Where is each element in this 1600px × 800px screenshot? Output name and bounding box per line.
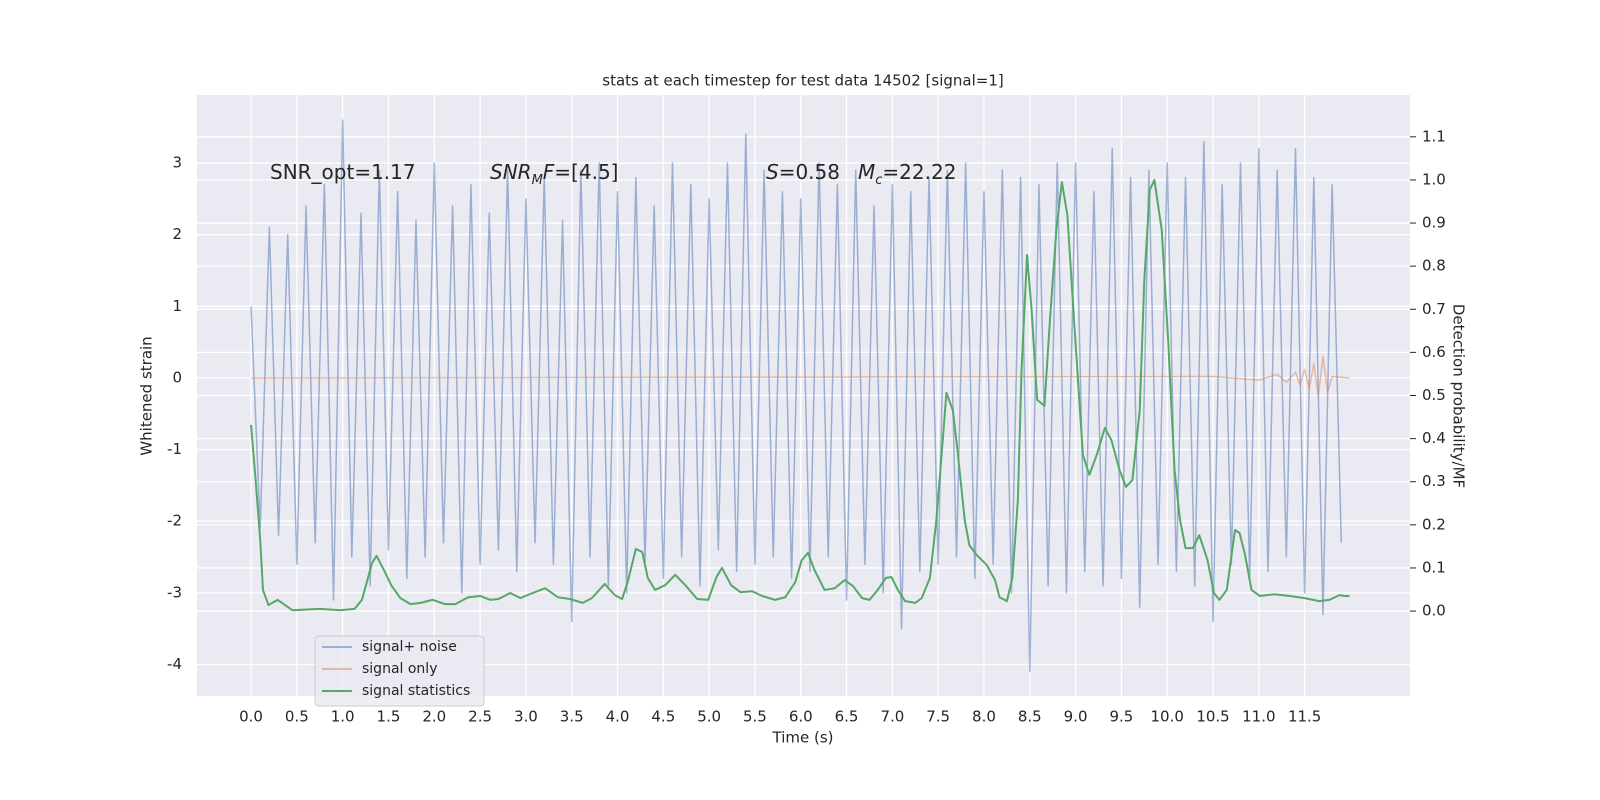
y-tick-label: 3 xyxy=(172,154,182,172)
y2-tick-label: 0.9 xyxy=(1422,214,1446,232)
x-tick-label: 9.0 xyxy=(1064,708,1088,726)
x-tick-label: 2.5 xyxy=(468,708,492,726)
x-tick-label: 8.5 xyxy=(1018,708,1042,726)
x-tick-label: 3.5 xyxy=(560,708,584,726)
series-line xyxy=(250,178,1350,612)
x-tick-label: 6.5 xyxy=(835,708,859,726)
x-tick-label: 7.5 xyxy=(926,708,950,726)
x-tick-label: 9.5 xyxy=(1109,708,1133,726)
x-tick-label: 11.5 xyxy=(1288,708,1321,726)
y2-tick-label: 0.2 xyxy=(1422,515,1446,533)
y-tick-label: 2 xyxy=(172,225,182,243)
x-tick-label: 5.5 xyxy=(743,708,767,726)
marks xyxy=(250,119,1350,673)
x-tick-label: 10.5 xyxy=(1196,708,1229,726)
y2-tick-label: 0.6 xyxy=(1422,343,1446,361)
x-tick-label: 7.0 xyxy=(880,708,904,726)
x-tick-label: 0.5 xyxy=(285,708,309,726)
y2-tick-label: 0.1 xyxy=(1422,558,1446,576)
x-axis-label: Time (s) xyxy=(772,729,834,747)
y-tick-label: 0 xyxy=(172,368,182,386)
x-tick-label: 8.0 xyxy=(972,708,996,726)
x-tick-label: 1.5 xyxy=(377,708,401,726)
series-line xyxy=(250,119,1343,673)
x-tick-label: 4.0 xyxy=(606,708,630,726)
annotation-part: =22.22 xyxy=(882,160,956,184)
legend-label: signal+ noise xyxy=(362,639,457,655)
annotation-part: M xyxy=(858,160,875,184)
labels: 0.0 0.5 1.0 1.5 2.0 2.5 3.0 3.5 4.0 4.5 5.0 5.5 6.0 6… xyxy=(167,127,1446,725)
annotation-part: SNR_opt=1.17 xyxy=(270,160,416,184)
annotation-part: =[4.5] xyxy=(554,160,618,184)
legend: signal+ noise signal only signal statistic… xyxy=(314,635,485,707)
series-line xyxy=(251,355,1350,397)
annotation-part: M xyxy=(532,173,543,188)
y2-tick-label: 0.0 xyxy=(1422,602,1446,620)
annotation: Mc=22.22 xyxy=(858,160,956,189)
annotation: S=0.58 xyxy=(766,160,840,184)
y2-tick-label: 0.4 xyxy=(1422,429,1446,447)
x-tick-label: 5.0 xyxy=(697,708,721,726)
y2-tick-label: 1.1 xyxy=(1422,127,1446,145)
annotation-part: F xyxy=(543,160,555,184)
legend-label: signal only xyxy=(362,661,437,677)
y-tick-label: -4 xyxy=(167,655,182,673)
legend-frame xyxy=(314,635,485,707)
chart-title: stats at each timestep for test data 145… xyxy=(602,72,1003,90)
y2-axis-label: Detection probability/MF xyxy=(1450,304,1468,488)
x-tick-label: 2.0 xyxy=(422,708,446,726)
x-tick-label: 3.0 xyxy=(514,708,538,726)
x-tick-label: 1.0 xyxy=(331,708,355,726)
y2-tick-label: 0.5 xyxy=(1422,386,1446,404)
y-axis-label: Whitened strain xyxy=(138,336,156,455)
x-tick-label: 4.5 xyxy=(651,708,675,726)
y2-tick-label: 1.0 xyxy=(1422,170,1446,188)
x-tick-label: 0.0 xyxy=(239,708,263,726)
y-tick-label: -2 xyxy=(167,512,182,530)
y2-tick-label: 0.7 xyxy=(1422,300,1446,318)
annotation: SNRMF=[4.5] xyxy=(490,160,618,189)
x-tick-label: 10.0 xyxy=(1151,708,1184,726)
annotation: SNR_opt=1.17 xyxy=(270,160,416,184)
y-tick-label: 1 xyxy=(172,297,182,315)
legend-label: signal statistics xyxy=(362,683,470,699)
y-tick-label: -1 xyxy=(167,440,182,458)
y2-tick-label: 0.8 xyxy=(1422,257,1446,275)
x-tick-label: 6.0 xyxy=(789,708,813,726)
y2-tick-label: 0.3 xyxy=(1422,472,1446,490)
annotation-part: =0.58 xyxy=(779,160,840,184)
y-tick-label: -3 xyxy=(167,583,182,601)
annotation-part: c xyxy=(875,173,882,188)
annotation-part: SNR xyxy=(490,160,532,184)
annotation-part: S xyxy=(766,160,779,184)
x-tick-label: 11.0 xyxy=(1242,708,1275,726)
